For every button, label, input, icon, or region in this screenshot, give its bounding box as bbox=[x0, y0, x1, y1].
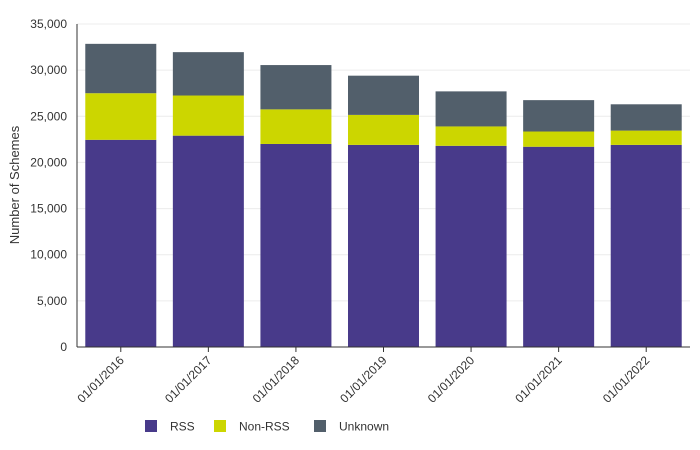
bar-non-rss-5 bbox=[523, 131, 595, 147]
bar-rss-4 bbox=[435, 145, 507, 347]
legend-label: RSS bbox=[170, 420, 195, 434]
legend-swatch bbox=[145, 420, 157, 432]
x-tick-label: 01/01/2018 bbox=[250, 353, 303, 406]
legend-swatch bbox=[214, 420, 226, 432]
y-tick-label: 15,000 bbox=[30, 202, 67, 216]
x-tick-label: 01/01/2016 bbox=[75, 353, 128, 406]
y-tick-label: 10,000 bbox=[30, 248, 67, 262]
bar-unknown-0 bbox=[85, 43, 157, 94]
bar-non-rss-6 bbox=[610, 130, 682, 145]
bar-unknown-6 bbox=[610, 104, 682, 131]
x-tick-labels: 01/01/2016 01/01/2017 01/01/2018 01/01/2019… bbox=[75, 347, 653, 406]
x-tick-label: 01/01/2020 bbox=[425, 353, 478, 406]
bar-rss-0 bbox=[85, 139, 157, 347]
y-tick-label: 0 bbox=[60, 340, 67, 354]
bars bbox=[85, 43, 682, 347]
bar-rss-5 bbox=[523, 146, 595, 347]
legend-item-rss: RSS bbox=[145, 420, 195, 434]
legend: RSS Non-RSS Unknown bbox=[145, 420, 389, 434]
bar-rss-2 bbox=[260, 143, 332, 347]
legend-item-unknown: Unknown bbox=[314, 420, 389, 434]
bar-unknown-5 bbox=[523, 100, 595, 132]
x-tick-label: 01/01/2019 bbox=[337, 353, 390, 406]
bar-non-rss-1 bbox=[172, 95, 244, 136]
bar-rss-6 bbox=[610, 144, 682, 347]
legend-label: Unknown bbox=[339, 420, 389, 434]
y-tick-label: 30,000 bbox=[30, 63, 67, 77]
bar-unknown-2 bbox=[260, 65, 332, 110]
bar-non-rss-3 bbox=[348, 114, 419, 145]
bar-unknown-4 bbox=[435, 91, 507, 127]
bar-unknown-3 bbox=[348, 75, 419, 115]
x-tick-label: 01/01/2017 bbox=[162, 353, 215, 406]
bar-rss-1 bbox=[172, 135, 244, 347]
bar-non-rss-4 bbox=[435, 126, 507, 146]
y-tick-label: 35,000 bbox=[30, 17, 67, 31]
y-axis-title: Number of Schemes bbox=[7, 125, 22, 244]
legend-item-non-rss: Non-RSS bbox=[214, 420, 290, 434]
x-tick-label: 01/01/2022 bbox=[600, 353, 653, 406]
y-tick-label: 20,000 bbox=[30, 155, 67, 169]
y-tick-label: 5,000 bbox=[37, 294, 67, 308]
legend-label: Non-RSS bbox=[239, 420, 290, 434]
bar-non-rss-0 bbox=[85, 93, 157, 140]
bar-unknown-1 bbox=[172, 52, 244, 96]
x-tick-label: 01/01/2021 bbox=[512, 353, 565, 406]
bar-non-rss-2 bbox=[260, 109, 332, 144]
bar-rss-3 bbox=[348, 144, 419, 347]
legend-swatch bbox=[314, 420, 326, 432]
y-tick-labels: 0 5,000 10,000 15,000 20,000 25,000 30,000 35,0… bbox=[30, 17, 67, 354]
y-tick-label: 25,000 bbox=[30, 109, 67, 123]
